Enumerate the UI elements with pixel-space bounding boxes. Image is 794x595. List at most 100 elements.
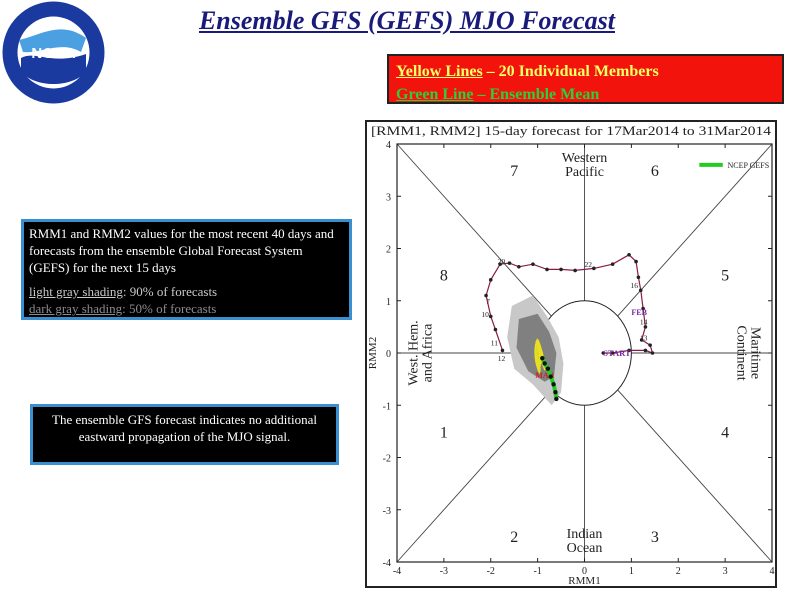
region-label: Indian Ocean [567,527,603,556]
x-tick-label: -2 [487,566,495,577]
phase-number-label: 1 [440,424,448,441]
page-title: Ensemble GFS (GEFS) MJO Forecast [198,6,616,35]
phase-number-label: 7 [510,163,518,180]
phase-number-label: 3 [651,529,659,546]
observed-point [610,351,615,355]
observed-point [498,262,502,266]
phase-number-label: 8 [440,268,448,285]
x-tick-label: 1 [629,566,634,577]
y-axis-label: RMM2 [367,337,379,369]
observed-point [650,351,655,355]
y-tick-label: -3 [383,506,391,517]
ensemble-mean-point [548,374,553,379]
region-label: West. Hem.and Africa [406,320,435,385]
forecast-note-box: The ensemble GFS forecast indicates no a… [30,404,339,465]
observed-point [559,267,563,272]
observed-point [627,348,631,353]
region-label: MaritimeContinent [734,325,763,380]
green-line-desc: – Ensemble Mean [473,86,600,103]
start-label: START [603,348,631,358]
info-box: RMM1 and RMM2 values for the most recent… [21,219,352,320]
observed-point [643,348,648,353]
observed-point [507,261,512,265]
y-tick-label: 1 [386,297,391,308]
observed-point [643,325,648,329]
day-label: 20 [498,257,506,266]
sector-divider-line [617,143,773,317]
dark-shading-desc: : 50% of forecasts [122,301,217,316]
sector-divider-line [396,143,552,317]
observed-point [493,327,498,332]
observed-point [641,306,645,311]
x-tick-label: 2 [676,566,681,577]
chart-title: [RMM1, RMM2] 15-day forecast for 17Mar20… [371,124,772,138]
observed-point [638,288,643,293]
observed-point [484,293,488,298]
y-tick-label: 4 [386,140,391,151]
ensemble-mean-point [551,382,556,387]
noaa-logo: NOAA [2,1,105,104]
phase-number-label: 6 [651,163,659,180]
day-label: 14 [640,318,648,327]
legend-box: Yellow Lines – 20 Individual Members Gre… [387,54,784,104]
observed-point [648,343,652,347]
mjo-phase-diagram: [RMM1, RMM2] 15-day forecast for 17Mar20… [365,120,777,588]
y-tick-label: 2 [386,245,391,256]
day-label: 12 [498,354,506,363]
observed-point [500,348,505,353]
yellow-lines-desc: – 20 Individual Members [482,63,659,80]
day-label: 16 [630,281,638,290]
observed-point [610,262,615,266]
light-shading-label: light gray shading [29,284,123,299]
ensemble-mean-point [542,361,547,366]
phase-number-label: 5 [721,268,729,285]
observed-point [573,268,577,273]
observed-point [627,252,631,257]
observed-point [517,264,521,269]
observed-point [531,262,535,266]
y-tick-label: -1 [383,401,391,412]
yellow-lines-label: Yellow Lines [396,63,483,80]
forecast-note-text: The ensemble GFS forecast indicates no a… [52,412,317,444]
x-tick-label: -1 [533,566,541,577]
day-label: 22 [585,260,593,269]
observed-point [592,266,596,271]
month-label: FEB [631,308,647,317]
phase-diagram-svg: [RMM1, RMM2] 15-day forecast for 17Mar20… [367,124,775,587]
y-tick-label: -2 [383,454,391,465]
observed-point [488,278,493,282]
x-tick-label: 0 [582,566,587,577]
sector-divider-line [396,389,552,563]
region-label: Western Pacific [562,151,608,180]
y-tick-label: 3 [386,192,391,203]
observed-point [601,351,606,355]
observed-point [488,314,493,319]
x-tick-label: -3 [440,566,448,577]
x-axis-label: RMM1 [568,575,600,586]
observed-point [639,338,644,342]
ensemble-mean-point [553,389,558,395]
info-text: RMM1 and RMM2 values for the most recent… [29,226,334,275]
green-line-label: Green Line [396,86,474,103]
x-tick-label: 3 [723,566,728,577]
sector-divider-line [617,389,773,563]
y-tick-label: -4 [383,558,391,569]
phase-number-label: 4 [721,424,729,441]
ensemble-mean-point [545,366,551,371]
ensemble-mean-point [554,396,559,402]
month-label: MAR [535,371,554,380]
x-tick-label: 4 [770,566,775,577]
day-label: 11 [491,339,498,348]
observed-point [545,267,549,272]
ensemble-mean-point [540,356,545,361]
phase-number-label: 2 [510,529,518,546]
legend-label: NCEP GEFS [727,161,769,170]
day-label: 13 [640,333,648,342]
x-tick-label: -4 [393,566,401,577]
observed-point [636,275,641,280]
light-shading-desc: : 90% of forecasts [122,284,218,299]
day-label: 10 [481,310,489,319]
dark-shading-label: dark gray shading [29,301,123,316]
logo-name: NOAA [31,45,75,62]
day-label: 7 [486,297,490,306]
